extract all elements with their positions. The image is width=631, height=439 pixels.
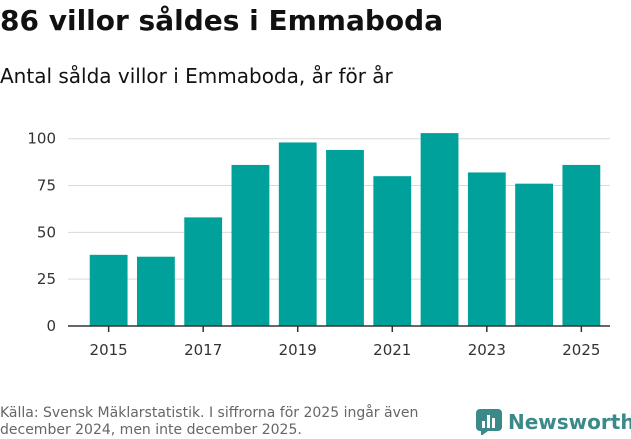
chart-subtitle: Antal sålda villor i Emmaboda, år för år xyxy=(0,64,393,88)
bar-2025 xyxy=(562,164,601,326)
source-note: Källa: Svensk Mäklarstatistik. I siffror… xyxy=(0,405,419,438)
y-tick-label-0: 0 xyxy=(46,317,56,335)
x-tick-label-2019: 2019 xyxy=(279,341,317,359)
x-tick-label-2015: 2015 xyxy=(90,341,128,359)
brand-name: Newsworthy xyxy=(508,410,631,434)
y-tick-label-100: 100 xyxy=(27,130,56,148)
bar-2023 xyxy=(467,172,506,326)
x-tick-label-2025: 2025 xyxy=(562,341,600,359)
bar-2016 xyxy=(137,256,175,326)
y-tick-label-50: 50 xyxy=(37,223,56,241)
bar-2024 xyxy=(515,183,553,326)
bar-2021 xyxy=(373,176,412,326)
x-tick-label-2023: 2023 xyxy=(468,341,506,359)
bar-2022 xyxy=(420,133,459,326)
y-tick-label-25: 25 xyxy=(37,270,56,288)
newsworthy-logo-icon xyxy=(476,409,502,435)
bar-2020 xyxy=(326,149,364,326)
bar-2017 xyxy=(184,217,223,326)
chart-title: 86 villor såldes i Emmaboda xyxy=(0,4,444,37)
y-tick-label-75: 75 xyxy=(37,177,56,195)
brand[interactable]: Newsworthy xyxy=(476,407,631,437)
x-tick-label-2021: 2021 xyxy=(373,341,411,359)
bar-2018 xyxy=(231,164,270,326)
bar-chart: 0 25 50 75 100 2015 2017 2019 2021 2023 2025 xyxy=(27,130,610,359)
x-tick-label-2017: 2017 xyxy=(184,341,222,359)
bar-2015 xyxy=(89,254,128,326)
bar-2019 xyxy=(278,142,317,326)
